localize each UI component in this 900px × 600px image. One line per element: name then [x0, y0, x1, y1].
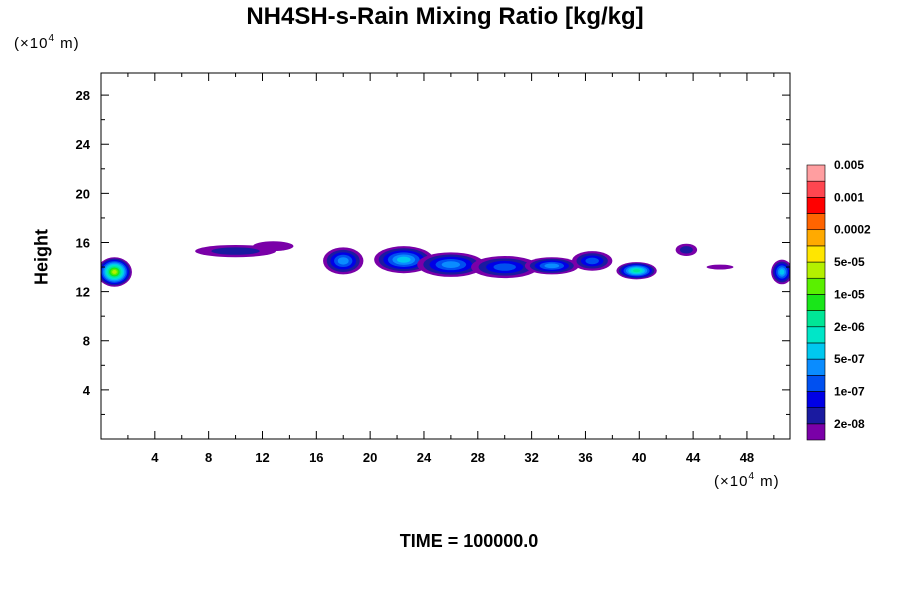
contour-features	[101, 241, 790, 287]
contour-feature-0-level-10	[112, 270, 117, 274]
x-tick-label: 16	[309, 450, 323, 465]
y-tick-label: 16	[76, 235, 90, 250]
y-tick-label: 12	[76, 285, 90, 300]
x-tick-label: 24	[417, 450, 432, 465]
colorbar-label: 1e-07	[834, 384, 865, 398]
x-unit-base: (×10	[714, 473, 749, 490]
y-axis-unit: (×104 m)	[14, 33, 80, 52]
x-unit-exponent: 4	[748, 471, 756, 482]
contour-feature-8-level-4	[544, 263, 560, 269]
y-unit-base: (×10	[14, 35, 49, 52]
colorbar-swatch	[806, 326, 826, 344]
time-label: TIME = 100000.0	[399, 531, 539, 551]
plot-frame	[100, 72, 791, 440]
chart-title: NH4SH-s-Rain Mixing Ratio [kg/kg]	[246, 3, 644, 30]
x-tick-label: 40	[632, 450, 646, 465]
x-unit-tail: m)	[755, 473, 780, 490]
colorbar-swatch	[806, 407, 826, 425]
colorbar-label: 0.001	[834, 190, 864, 204]
contour-feature-5-level-5	[396, 256, 411, 263]
contour-feature-12-level-0	[706, 264, 734, 270]
colorbar-swatch	[806, 261, 826, 279]
colorbar-swatch	[806, 391, 826, 408]
y-tick-label: 4	[83, 383, 91, 398]
colorbar-swatch	[806, 294, 826, 311]
colorbar-swatch	[806, 358, 826, 376]
colorbar-swatch	[806, 213, 826, 231]
colorbar-label: 0.0002	[834, 223, 871, 237]
colorbar-label: 5e-07	[834, 352, 865, 366]
x-axis-unit: (×104 m)	[714, 471, 780, 490]
y-unit-exponent: 4	[48, 33, 56, 44]
contour-feature-3-level-0	[253, 241, 294, 252]
contour-feature-2-level-1	[211, 247, 260, 255]
colorbar-swatch	[806, 310, 826, 328]
y-tick-label: 8	[83, 334, 90, 349]
colorbar-swatch	[806, 423, 826, 441]
colorbar-swatch	[806, 229, 826, 247]
x-tick-label: 8	[205, 450, 212, 465]
x-tick-label: 4	[151, 450, 159, 465]
contour-feature-6-level-4	[441, 261, 461, 268]
colorbar-swatch	[806, 342, 826, 360]
colorbar-swatch	[806, 374, 826, 392]
colorbar-label: 2e-06	[834, 320, 865, 334]
contour-feature-9-level-3	[585, 257, 599, 265]
colorbar-swatch	[806, 197, 826, 214]
contour-feature-1-level-5	[779, 269, 785, 275]
x-tick-label: 20	[363, 450, 377, 465]
contour-feature-4-level-4	[337, 257, 349, 265]
colorbar: 2e-08 1e-07 5e-07 2e-06 1e-05 5e-05 0.0002 0.00…	[806, 158, 871, 441]
colorbar-swatch	[806, 277, 826, 295]
y-tick-label: 28	[76, 88, 90, 103]
colorbar-label: 2e-08	[834, 417, 865, 431]
contour-feature-7-level-3	[493, 263, 516, 271]
x-tick-label: 28	[471, 450, 485, 465]
colorbar-label: 5e-05	[834, 255, 865, 269]
colorbar-swatch	[806, 245, 826, 263]
colorbar-label: 1e-05	[834, 287, 865, 301]
x-tick-label: 12	[255, 450, 269, 465]
plot-area	[101, 241, 790, 287]
x-tick-label: 32	[524, 450, 538, 465]
contour-feature-10-level-7	[633, 269, 641, 273]
y-tick-label: 24	[76, 137, 91, 152]
colorbar-swatch	[806, 164, 826, 182]
y-unit-tail: m)	[55, 35, 80, 52]
y-tick-label: 20	[76, 186, 90, 201]
contour-feature-11-level-1	[679, 246, 693, 254]
x-tick-label: 48	[740, 450, 754, 465]
colorbar-swatch	[806, 180, 826, 198]
x-tick-label: 36	[578, 450, 592, 465]
x-tick-label: 44	[686, 450, 701, 465]
colorbar-label: 0.005	[834, 158, 864, 172]
